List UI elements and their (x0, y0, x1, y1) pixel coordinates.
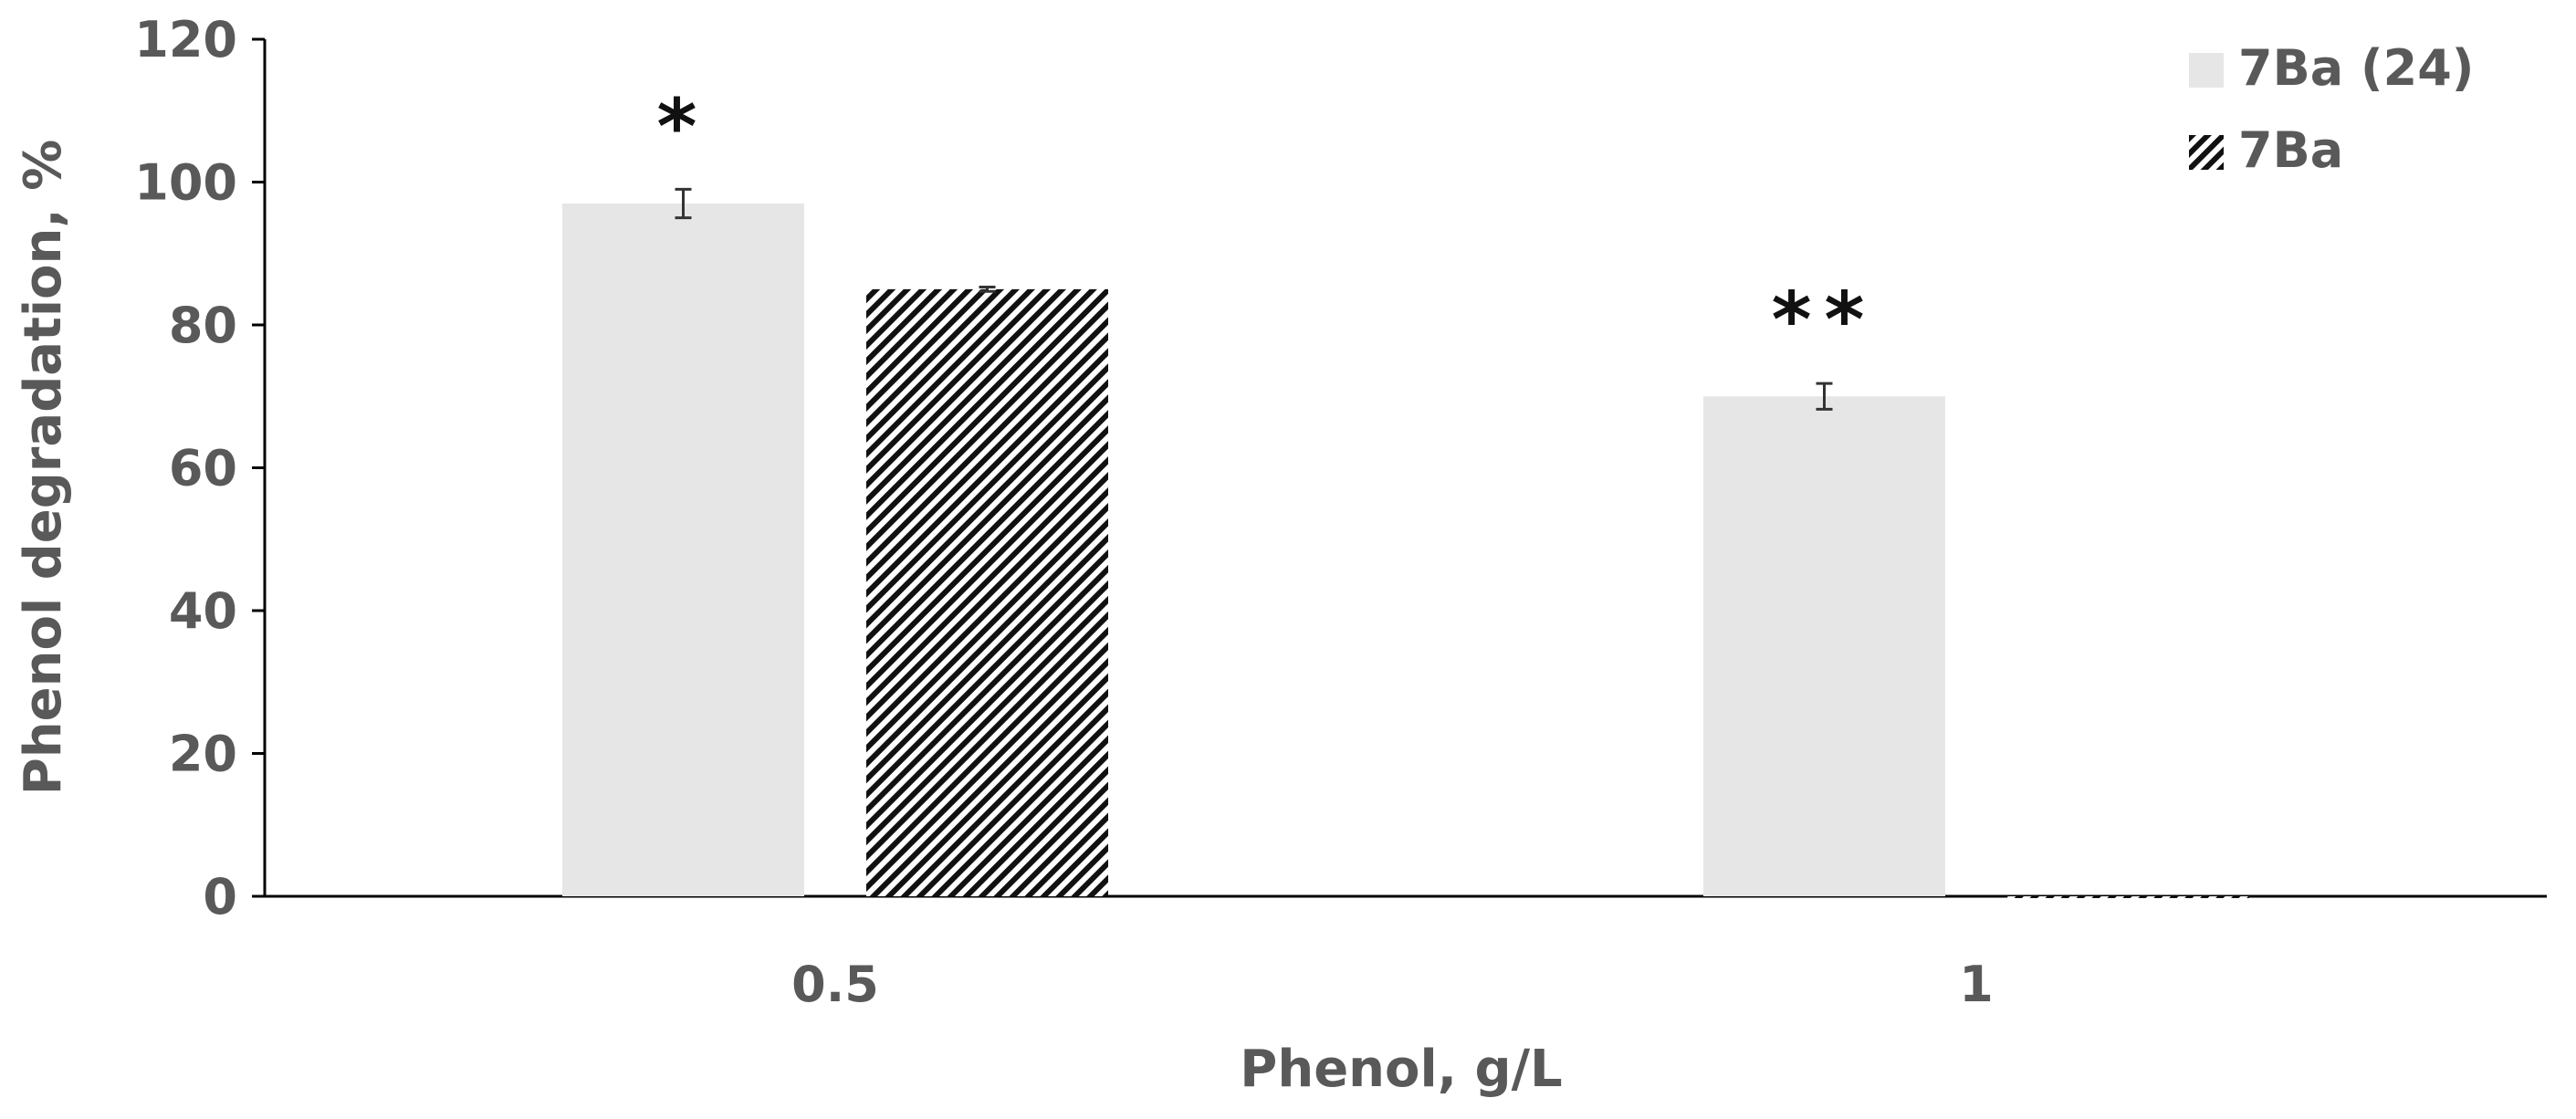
significance-marker: ** (1772, 275, 1878, 364)
bars (562, 203, 2249, 898)
y-tick-label: 20 (169, 726, 237, 783)
legend-label: 7Ba (24) (2238, 39, 2474, 97)
y-tick-label: 60 (169, 440, 237, 497)
axes: 0 20 40 60 80 100 120 0.5 1 (134, 11, 2547, 1013)
y-tick-label: 80 (169, 297, 237, 354)
x-axis-title: Phenol, g/L (1240, 1040, 1562, 1099)
bar (1703, 396, 1945, 896)
x-tick-label: 1 (1959, 956, 1994, 1013)
bar (2007, 896, 2249, 898)
legend-swatch (2189, 53, 2224, 88)
y-tick-label: 100 (134, 154, 237, 212)
significance-annotations: *** (657, 82, 1878, 364)
bar (562, 203, 804, 897)
x-tick-label: 0.5 (791, 956, 879, 1013)
error-bars (675, 187, 1833, 411)
legend-label: 7Ba (2238, 121, 2343, 179)
legend-swatch (2189, 135, 2224, 170)
y-tick-label: 0 (203, 868, 237, 926)
bar (866, 288, 1108, 896)
y-axis-title: Phenol degradation, % (14, 140, 73, 796)
y-tick-label: 120 (134, 11, 237, 68)
significance-marker: * (657, 82, 710, 172)
y-tick-label: 40 (169, 582, 237, 640)
legend: 7Ba (24) 7Ba (2189, 39, 2474, 179)
